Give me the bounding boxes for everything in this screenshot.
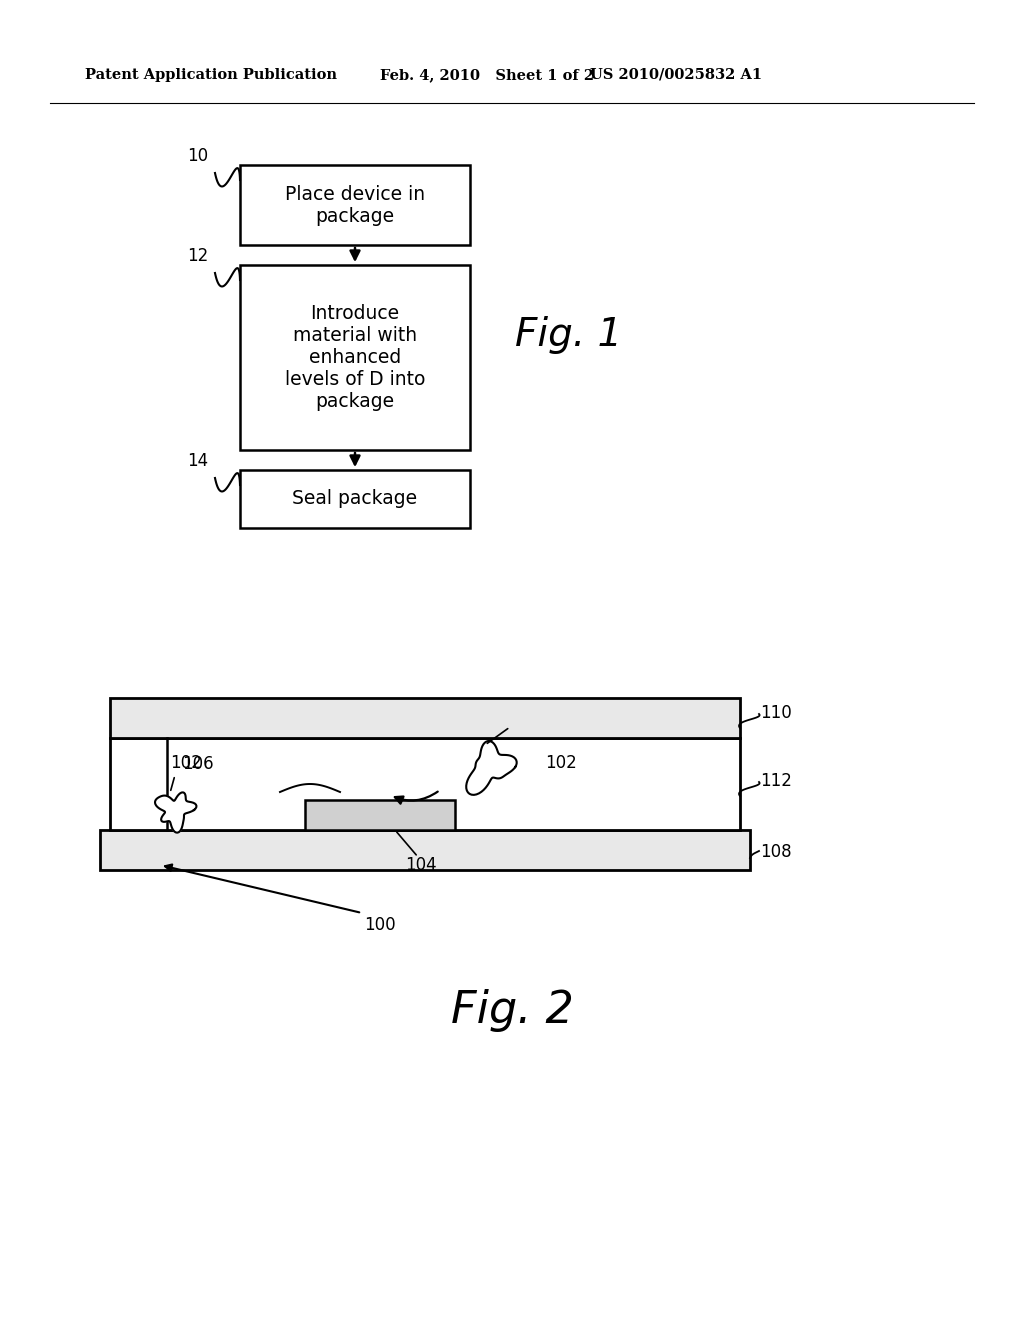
Bar: [110, 698, 740, 738]
Text: 12: 12: [186, 247, 208, 265]
Text: 106: 106: [182, 755, 214, 772]
Polygon shape: [466, 741, 517, 795]
Bar: [240, 265, 470, 450]
Text: 110: 110: [760, 704, 792, 722]
Text: Introduce
material with
enhanced
levels of D into
package: Introduce material with enhanced levels …: [285, 304, 425, 411]
Text: 108: 108: [760, 843, 792, 861]
Text: Fig. 2: Fig. 2: [451, 989, 573, 1031]
Text: 104: 104: [406, 855, 436, 874]
Text: 10: 10: [186, 147, 208, 165]
Text: US 2010/0025832 A1: US 2010/0025832 A1: [590, 69, 762, 82]
Text: 112: 112: [760, 772, 792, 789]
Text: Fig. 1: Fig. 1: [515, 317, 623, 354]
Text: 102: 102: [170, 754, 202, 772]
Text: Feb. 4, 2010   Sheet 1 of 2: Feb. 4, 2010 Sheet 1 of 2: [380, 69, 594, 82]
Text: Patent Application Publication: Patent Application Publication: [85, 69, 337, 82]
Polygon shape: [155, 792, 197, 833]
Text: 102: 102: [545, 754, 577, 772]
Bar: [110, 738, 740, 830]
Text: Seal package: Seal package: [293, 490, 418, 508]
Bar: [305, 800, 455, 830]
Bar: [100, 830, 750, 870]
Text: Place device in
package: Place device in package: [285, 185, 425, 226]
Bar: [240, 165, 470, 246]
Text: 100: 100: [365, 916, 396, 935]
Text: 14: 14: [186, 451, 208, 470]
Bar: [240, 470, 470, 528]
